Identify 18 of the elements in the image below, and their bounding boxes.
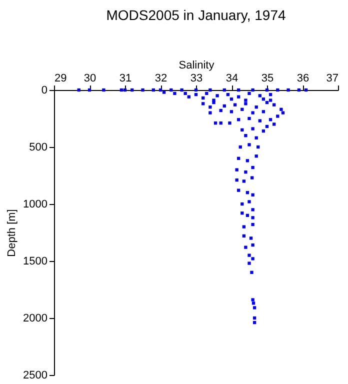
- x-tick-label: 35: [261, 72, 274, 84]
- x-axis-title: Salinity: [178, 60, 215, 72]
- y-tick-label: 0: [41, 84, 48, 96]
- x-tick-label: 31: [119, 72, 132, 84]
- x-tick-label: 29: [54, 72, 67, 84]
- x-tick-label: 37: [326, 72, 338, 84]
- y-tick-label: 500: [29, 142, 48, 154]
- y-axis-title: Depth [m]: [6, 209, 18, 257]
- y-tick-label: 2000: [23, 312, 48, 324]
- x-tick-label: 33: [190, 72, 203, 84]
- x-tick-label: 34: [226, 72, 238, 84]
- x-tick-label: 36: [296, 72, 310, 84]
- x-tick-label: 30: [84, 72, 96, 84]
- y-tick-label: 1500: [23, 256, 48, 268]
- y-tick-label: 1000: [23, 198, 48, 210]
- x-tick-label: 32: [154, 72, 168, 84]
- y-tick-label: 2500: [23, 370, 48, 382]
- chart-title: MODS2005 in January, 1974: [106, 7, 286, 23]
